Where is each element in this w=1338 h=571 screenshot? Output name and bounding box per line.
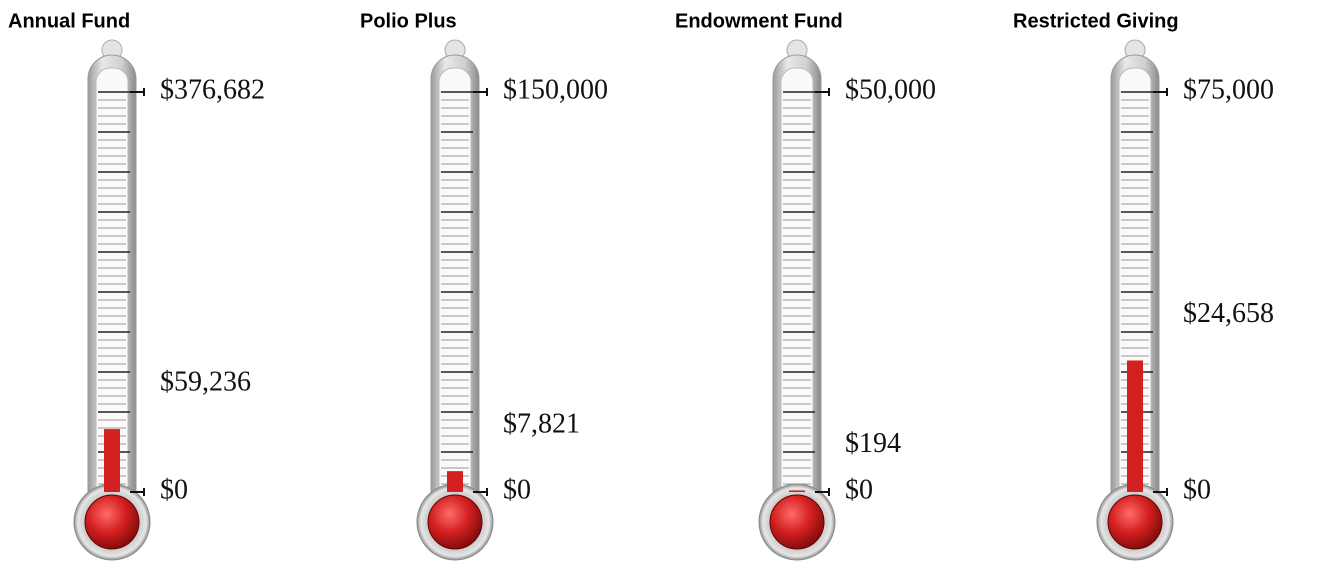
- chart-title: Annual Fund: [8, 10, 130, 32]
- y-tick-label: $0: [845, 474, 873, 505]
- value-label: $7,821: [503, 409, 580, 440]
- y-tick-label: $0: [503, 474, 531, 505]
- y-tick-label: $376,682: [160, 74, 265, 105]
- bulb: [428, 495, 482, 549]
- value-label: $194: [845, 428, 901, 459]
- y-tick-label: $150,000: [503, 74, 608, 105]
- chart-title: Endowment Fund: [675, 10, 843, 32]
- thermometer-charts: Annual Fund $59,236 $0 $376,682 Polio Plus $7…: [0, 0, 1338, 571]
- chart-title: Restricted Giving: [1013, 10, 1179, 32]
- mercury: [1127, 360, 1143, 492]
- value-label: $59,236: [160, 367, 251, 398]
- value-label: $24,658: [1183, 298, 1274, 329]
- y-tick-label: $0: [160, 474, 188, 505]
- mercury: [104, 429, 120, 492]
- bulb: [1108, 495, 1162, 549]
- y-tick-label: $50,000: [845, 74, 936, 105]
- bulb: [770, 495, 824, 549]
- tube-inner: [781, 68, 813, 508]
- page: Annual Fund $59,236 $0 $376,682 Polio Plus $7…: [0, 0, 1338, 571]
- y-tick-label: $75,000: [1183, 74, 1274, 105]
- tube-inner: [439, 68, 471, 508]
- bulb: [85, 495, 139, 549]
- chart-title: Polio Plus: [360, 10, 457, 32]
- mercury: [789, 490, 805, 492]
- y-tick-label: $0: [1183, 474, 1211, 505]
- mercury: [447, 471, 463, 492]
